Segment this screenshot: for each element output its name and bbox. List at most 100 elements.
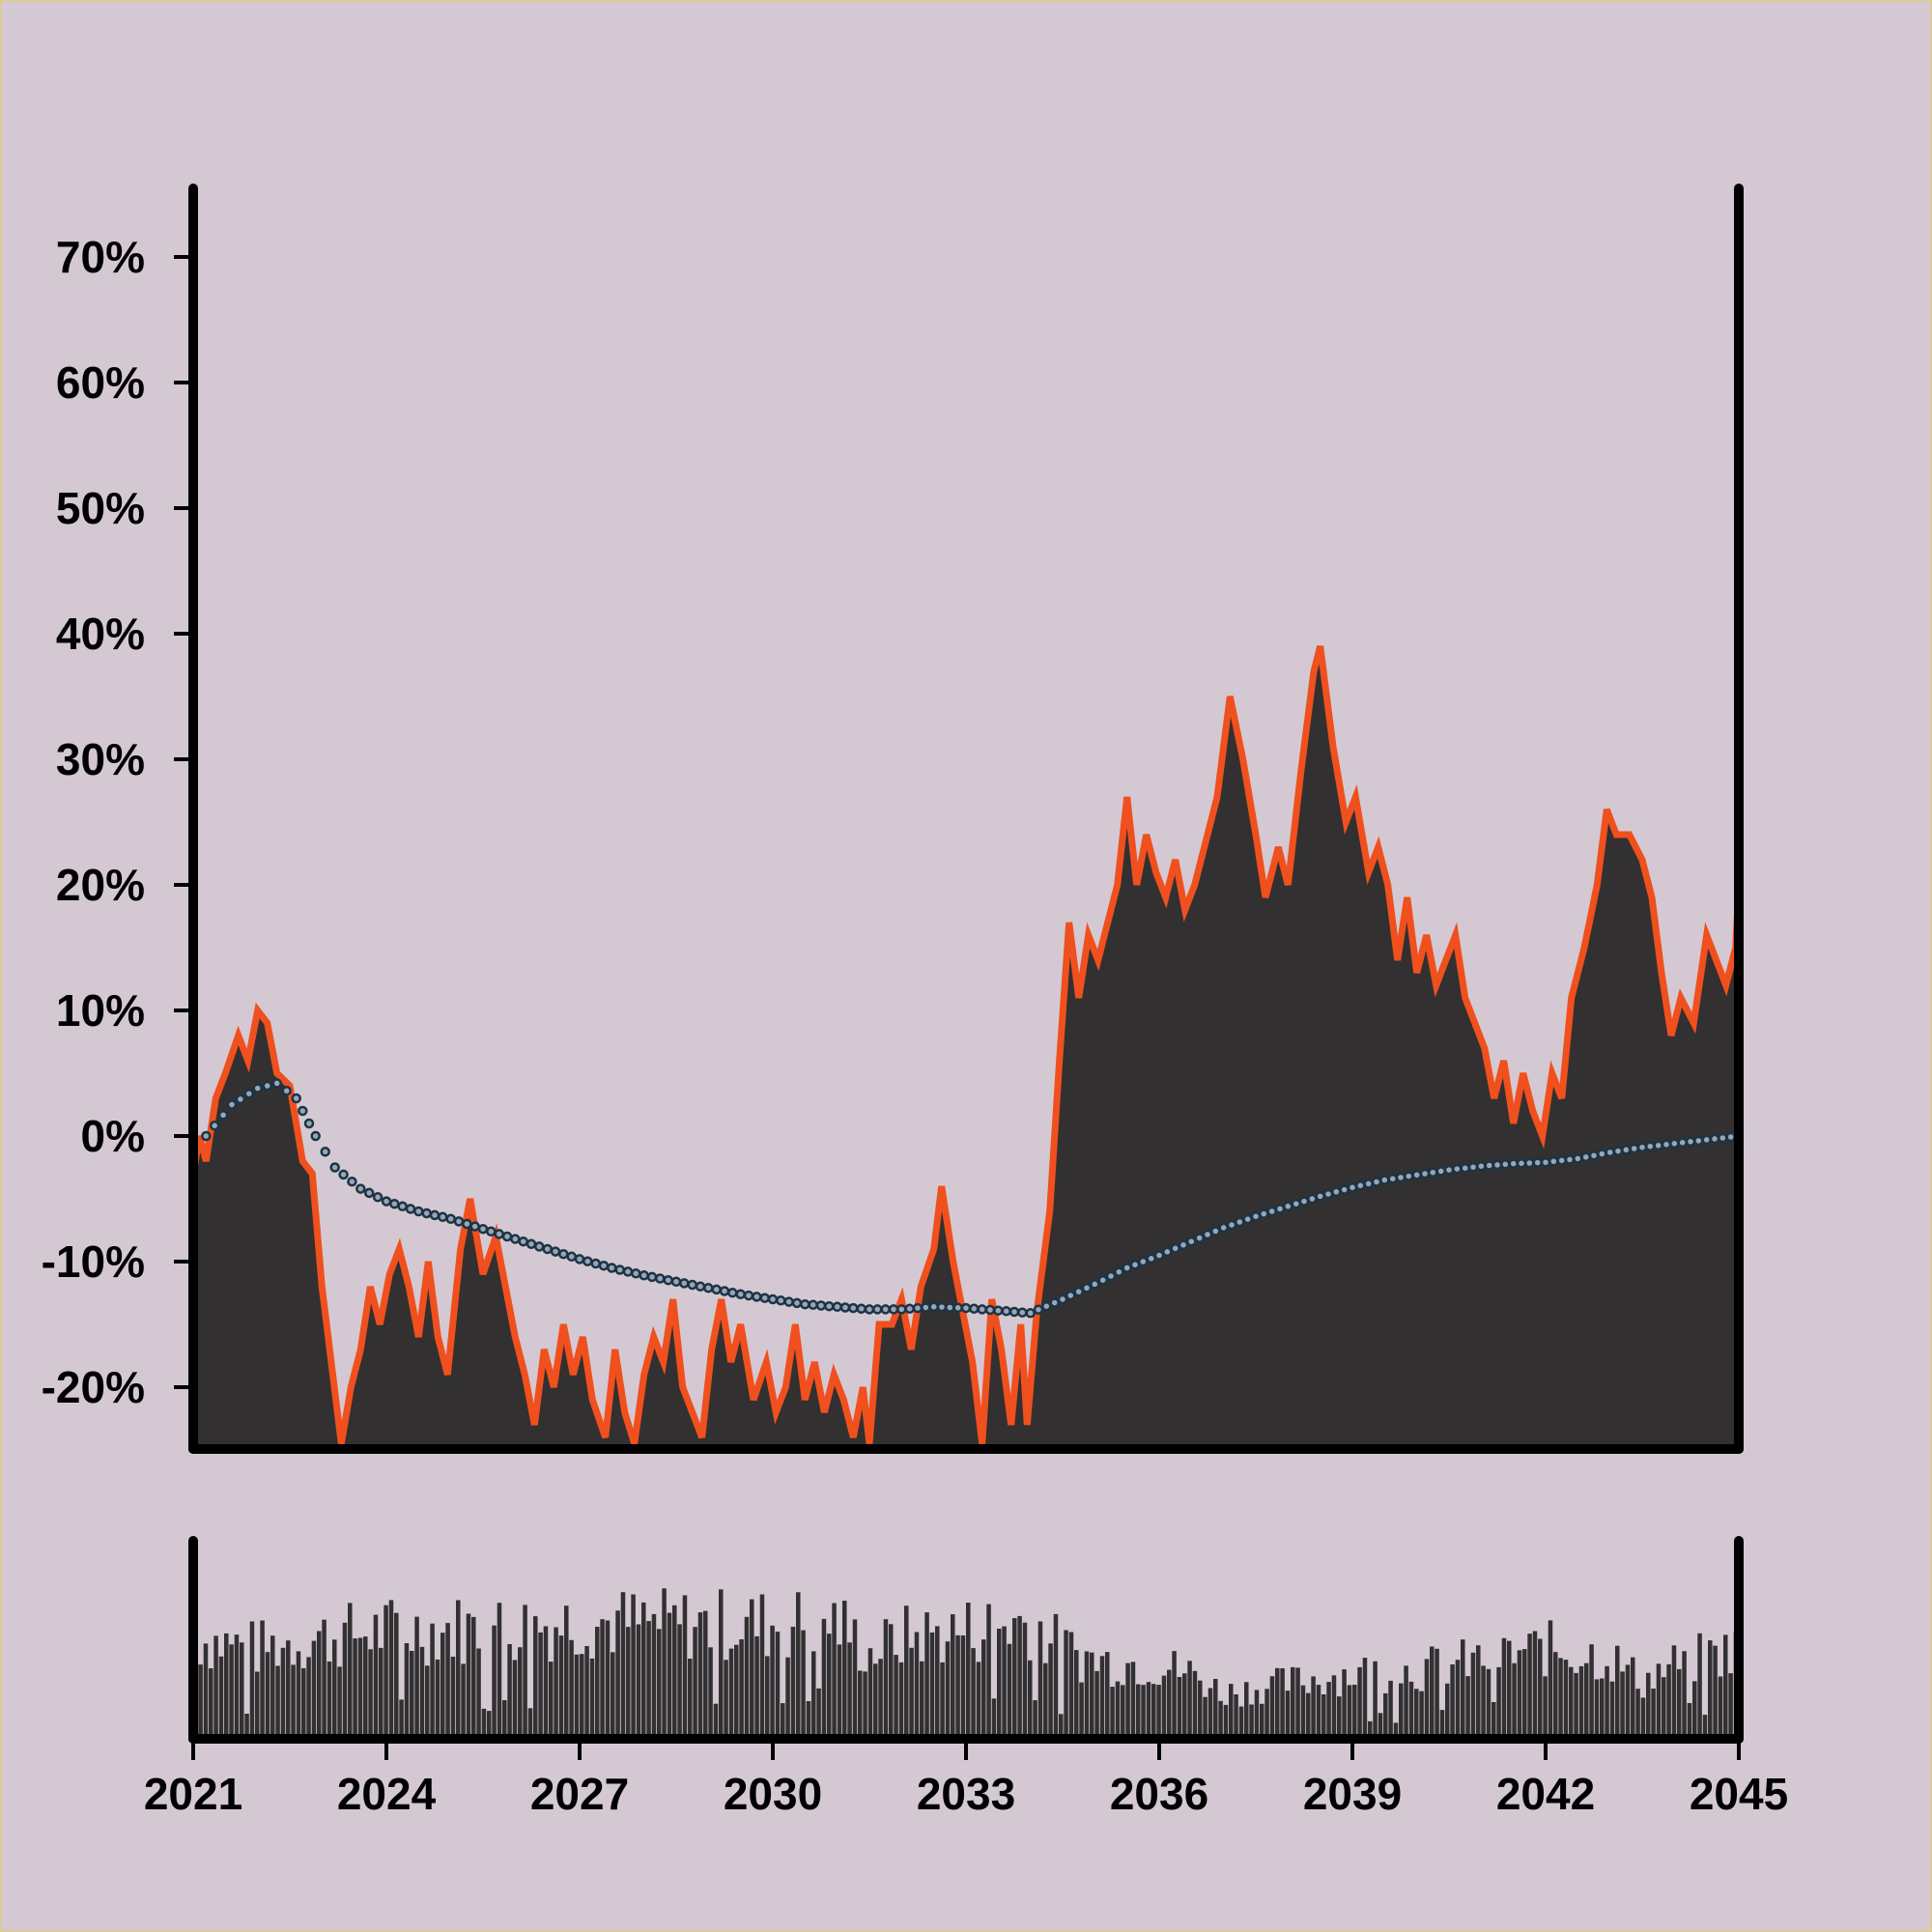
y-tick-label: -10% — [42, 1236, 145, 1287]
volume-bar — [801, 1630, 806, 1739]
dot-marker — [338, 1169, 349, 1180]
volume-bar — [1059, 1714, 1064, 1739]
volume-bar — [1620, 1671, 1625, 1739]
dot-marker — [1250, 1210, 1262, 1222]
volume-bar — [1012, 1618, 1017, 1739]
volume-bar — [456, 1600, 461, 1739]
volume-bar — [852, 1619, 858, 1739]
volume-bar — [476, 1648, 481, 1739]
volume-bar — [1708, 1640, 1713, 1739]
y-axis-ticks: -20% -10% 0% 10% 20% 30% 40% 50% 60% 70% — [42, 232, 193, 1412]
volume-bar — [1208, 1688, 1213, 1739]
dot-marker — [372, 1192, 384, 1203]
volume-bar — [1486, 1668, 1492, 1739]
volume-bar — [538, 1632, 543, 1739]
dot-marker — [1467, 1161, 1479, 1173]
volume-bar — [275, 1665, 280, 1739]
volume-bar — [724, 1660, 728, 1739]
area-fill — [193, 646, 1739, 1449]
volume-bar — [1445, 1683, 1450, 1739]
volume-bar — [1697, 1633, 1702, 1739]
volume-bar — [388, 1600, 394, 1739]
volume-bar — [719, 1589, 724, 1739]
y-tick-label: 30% — [56, 734, 145, 784]
volume-bar — [1285, 1690, 1291, 1739]
dot-marker — [711, 1284, 722, 1295]
dot-marker — [752, 1292, 762, 1302]
volume-bar — [641, 1602, 646, 1739]
volume-bar — [945, 1641, 951, 1739]
dot-marker — [582, 1256, 593, 1266]
dot-marker — [1508, 1158, 1519, 1169]
volume-bar — [1527, 1634, 1532, 1739]
dot-marker — [1105, 1270, 1117, 1282]
dot-marker — [1484, 1160, 1494, 1171]
dot-marker — [1146, 1253, 1156, 1264]
dot-marker — [1097, 1274, 1108, 1286]
dot-marker — [1629, 1143, 1639, 1154]
dot-marker — [363, 1187, 375, 1199]
dot-marker — [201, 1130, 212, 1142]
volume-bar — [404, 1643, 410, 1739]
volume-bar — [960, 1635, 966, 1739]
volume-bar — [280, 1647, 286, 1739]
volume-bar — [1182, 1673, 1187, 1739]
dot-marker — [1387, 1173, 1398, 1184]
volume-bar — [1249, 1704, 1254, 1739]
volume-bar — [1275, 1667, 1280, 1739]
dot-marker — [735, 1289, 746, 1300]
volume-bar — [1553, 1652, 1558, 1739]
dot-marker — [880, 1304, 891, 1315]
dot-marker — [1524, 1157, 1535, 1169]
volume-bar — [1130, 1662, 1136, 1739]
volume-bar — [986, 1604, 991, 1739]
volume-bar — [677, 1624, 682, 1739]
dot-marker — [679, 1278, 690, 1289]
dot-marker — [298, 1105, 308, 1117]
dot-marker — [800, 1298, 810, 1310]
volume-bar — [1538, 1638, 1543, 1739]
volume-bar — [1028, 1660, 1033, 1739]
volume-bar — [384, 1605, 388, 1739]
volume-bar — [1548, 1620, 1553, 1739]
dot-marker — [566, 1251, 577, 1263]
dot-marker — [1315, 1191, 1325, 1202]
volume-bar — [296, 1651, 301, 1739]
dot-marker — [1129, 1260, 1141, 1270]
volume-bar — [1368, 1720, 1373, 1739]
volume-bar — [1022, 1622, 1028, 1739]
volume-bar — [1651, 1689, 1656, 1739]
dot-marker — [1636, 1142, 1648, 1152]
y-tick-label: 50% — [56, 483, 145, 533]
volume-bar — [1574, 1672, 1578, 1739]
dot-marker — [1202, 1229, 1213, 1240]
volume-bar — [260, 1620, 265, 1739]
volume-bar — [615, 1610, 620, 1739]
dot-marker — [1138, 1256, 1149, 1267]
dot-marker — [486, 1226, 497, 1237]
volume-bar — [1037, 1621, 1043, 1739]
dot-marker — [1001, 1306, 1011, 1317]
volume-bar — [775, 1632, 781, 1739]
x-axis-ticks: 2021 2024 2027 2030 2033 2036 2039 2042 2045 — [144, 1739, 1788, 1819]
dot-marker — [695, 1281, 706, 1292]
dot-marker — [217, 1110, 229, 1121]
volume-bar — [682, 1595, 688, 1739]
volume-bar — [1507, 1640, 1512, 1739]
dot-marker — [928, 1301, 939, 1313]
volume-bar — [1136, 1684, 1141, 1739]
dot-marker — [1322, 1188, 1334, 1200]
dot-marker — [969, 1303, 980, 1315]
volume-bar — [471, 1616, 476, 1739]
dot-marker — [574, 1254, 585, 1264]
volume-bar — [847, 1642, 852, 1739]
volume-bar — [863, 1671, 867, 1739]
volume-bar — [821, 1618, 827, 1739]
volume-bar — [502, 1700, 507, 1739]
volume-bar — [914, 1632, 920, 1739]
dot-marker — [1307, 1193, 1318, 1205]
dot-marker — [526, 1238, 537, 1250]
volume-bar — [827, 1634, 832, 1739]
volume-bar — [425, 1665, 430, 1739]
dot-marker — [462, 1218, 472, 1230]
